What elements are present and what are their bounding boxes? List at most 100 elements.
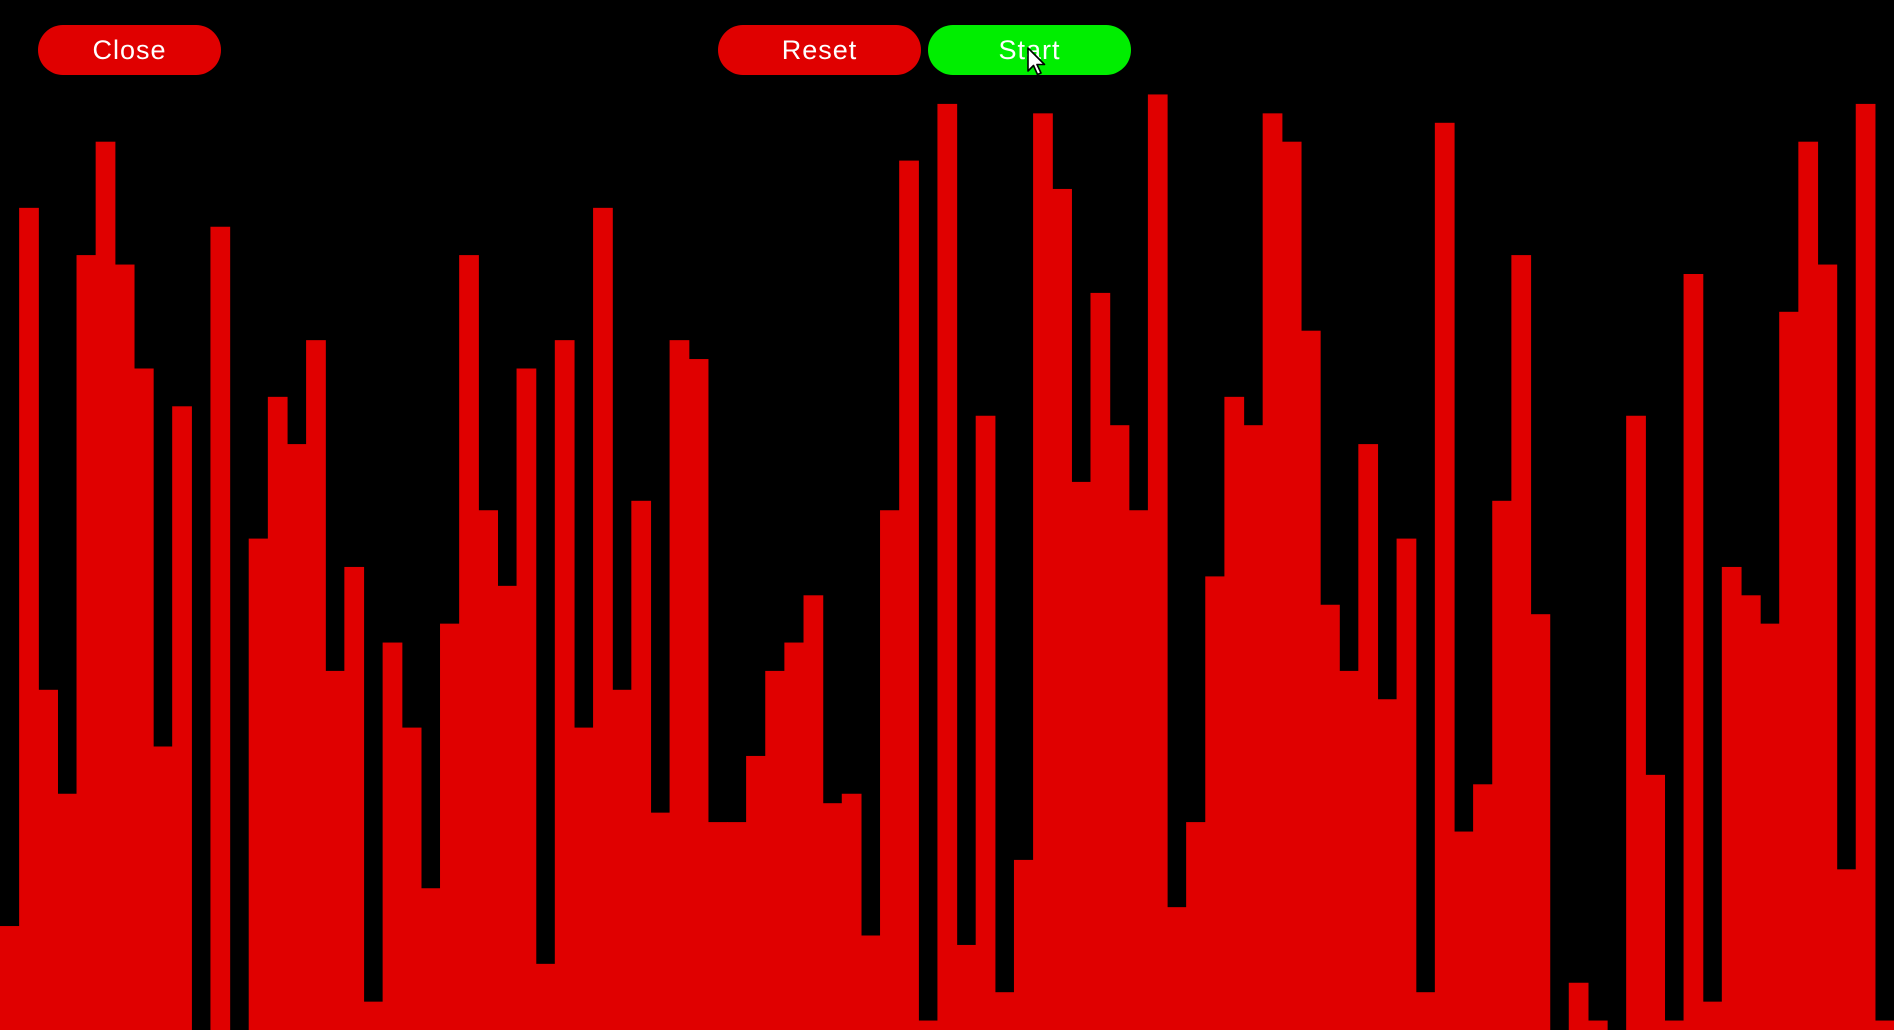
bar — [726, 822, 747, 1030]
bar — [918, 1020, 939, 1030]
bar — [1320, 604, 1340, 1030]
bar — [1128, 510, 1149, 1030]
bar — [612, 689, 632, 1030]
bar — [1109, 425, 1130, 1030]
bar — [1205, 576, 1225, 1030]
bar — [19, 207, 39, 1030]
bar — [1473, 784, 1493, 1030]
bar — [1798, 141, 1819, 1030]
bar — [1358, 444, 1379, 1030]
bar — [1626, 415, 1646, 1030]
bar — [1568, 982, 1589, 1030]
bar — [1396, 538, 1417, 1030]
bar — [822, 803, 843, 1030]
bar — [1434, 122, 1455, 1030]
bar — [650, 812, 671, 1030]
bar — [1855, 103, 1876, 1030]
bar — [631, 500, 652, 1030]
bar — [420, 888, 441, 1030]
bar — [1721, 566, 1742, 1030]
bar — [76, 255, 97, 1030]
bar — [956, 944, 977, 1030]
bar — [1377, 699, 1398, 1030]
bar — [803, 595, 824, 1030]
bar — [440, 623, 460, 1030]
bar — [1836, 869, 1857, 1030]
bar — [1874, 1020, 1894, 1030]
bar — [1071, 481, 1092, 1030]
bar — [1511, 255, 1532, 1030]
bar — [38, 689, 58, 1030]
bar — [1702, 1001, 1723, 1030]
close-button[interactable]: Close — [38, 25, 221, 75]
bar — [593, 207, 613, 1030]
bar — [765, 670, 785, 1030]
bar — [746, 755, 766, 1030]
reset-button[interactable]: Reset — [718, 25, 921, 75]
bar — [1281, 141, 1302, 1030]
bar — [1052, 188, 1072, 1030]
bar — [1740, 595, 1761, 1030]
bar — [1262, 113, 1283, 1030]
bar — [57, 793, 78, 1030]
bar — [1013, 859, 1034, 1030]
bar — [1090, 292, 1111, 1030]
bar — [1492, 500, 1512, 1030]
bar — [153, 746, 173, 1030]
bar — [1186, 822, 1206, 1030]
bar — [669, 340, 690, 1030]
bar — [210, 226, 231, 1030]
bar — [1587, 1020, 1608, 1030]
bar — [880, 510, 900, 1030]
bar — [1300, 330, 1321, 1030]
bar — [535, 963, 556, 1030]
bar — [0, 926, 20, 1030]
bar — [784, 642, 805, 1030]
bar — [975, 415, 996, 1030]
bar — [286, 444, 307, 1030]
bar — [1033, 113, 1053, 1030]
bar — [1415, 992, 1436, 1030]
bar — [1147, 94, 1168, 1030]
bar — [363, 1001, 384, 1030]
bar — [1167, 907, 1187, 1030]
bar — [707, 822, 728, 1030]
bar — [1453, 831, 1474, 1030]
bar — [1779, 311, 1799, 1030]
bar — [459, 255, 479, 1030]
bar — [95, 141, 116, 1030]
bar — [1683, 274, 1704, 1030]
bar — [267, 396, 288, 1030]
bar — [401, 727, 422, 1030]
bar — [325, 670, 345, 1030]
bar — [688, 359, 709, 1030]
bar — [1530, 614, 1551, 1030]
bar — [478, 510, 499, 1030]
bar — [1760, 623, 1780, 1030]
bar — [1817, 264, 1838, 1030]
bar — [1243, 425, 1264, 1030]
bar — [172, 406, 192, 1030]
bar — [133, 368, 154, 1030]
bar — [306, 340, 326, 1030]
start-button[interactable]: Start — [928, 25, 1131, 75]
bar — [860, 935, 881, 1030]
bar — [1645, 774, 1666, 1030]
bar — [554, 340, 575, 1030]
bar — [497, 585, 518, 1030]
bar — [1664, 1020, 1685, 1030]
bar — [899, 160, 919, 1030]
bar — [382, 642, 403, 1030]
bar — [1224, 396, 1245, 1030]
bar — [573, 727, 594, 1030]
bar — [114, 264, 135, 1030]
bar — [994, 992, 1015, 1030]
bar — [344, 566, 365, 1030]
bar — [937, 103, 958, 1030]
bar — [248, 538, 269, 1030]
bar — [1339, 670, 1359, 1030]
bar — [516, 368, 537, 1030]
bar — [841, 793, 862, 1030]
